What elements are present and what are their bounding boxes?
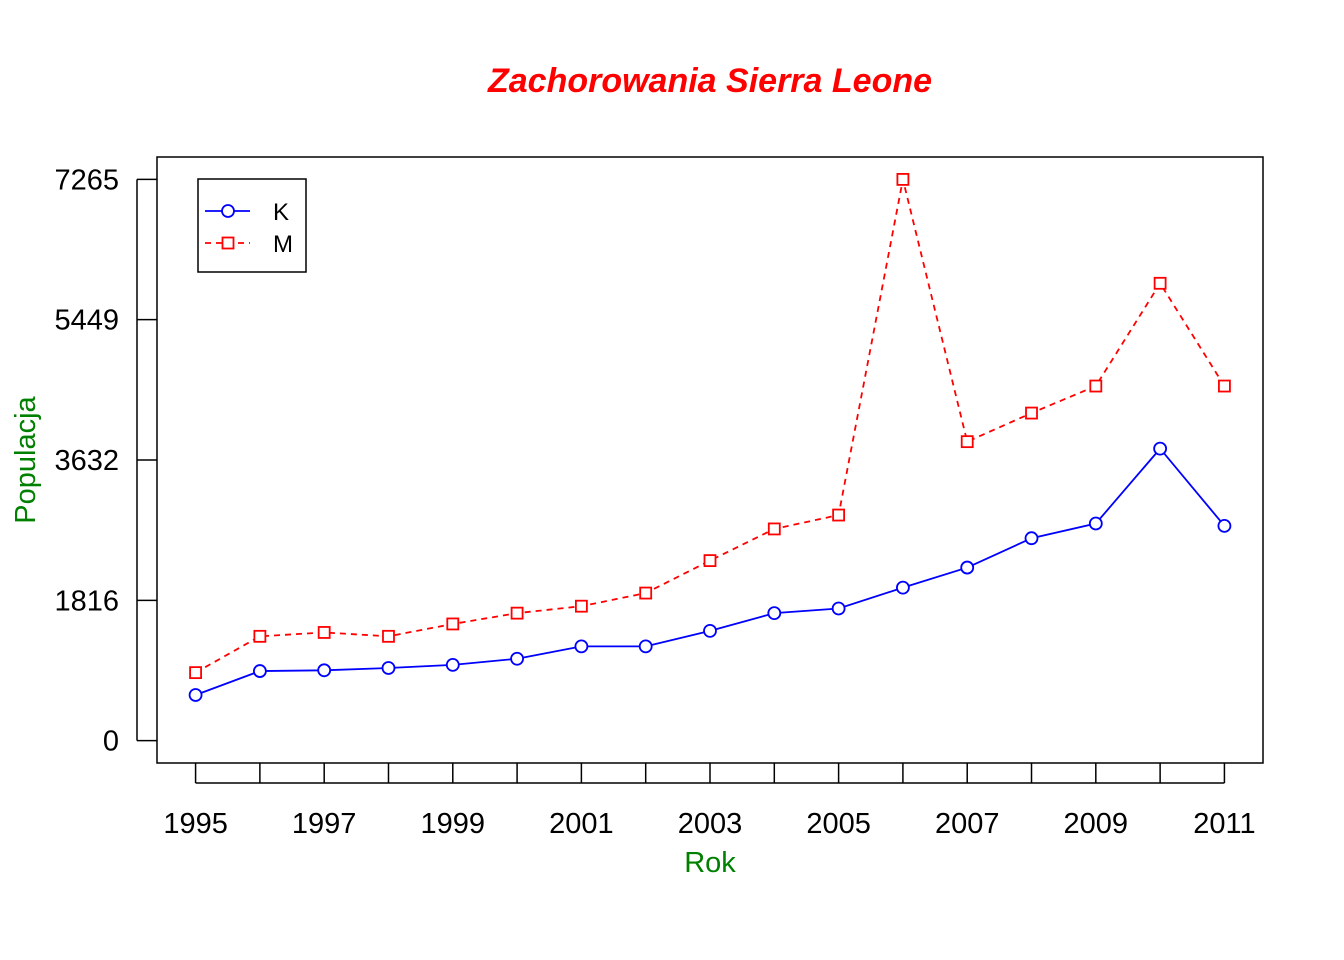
data-point-m <box>253 629 267 643</box>
data-point-k <box>317 663 332 678</box>
data-point-m <box>1025 406 1038 420</box>
data-point-k <box>1024 531 1039 546</box>
data-point-m <box>510 606 524 620</box>
data-point-m <box>896 173 910 186</box>
data-point-k <box>896 580 910 595</box>
data-point-m <box>574 599 588 613</box>
data-point-k <box>510 651 524 666</box>
data-point-m <box>703 554 717 568</box>
y-tick-label: 7265 <box>54 164 119 196</box>
x-tick-label: 2011 <box>1193 808 1255 840</box>
data-point-k <box>574 639 589 654</box>
data-point-m <box>317 626 331 639</box>
data-point-m <box>1153 276 1167 290</box>
data-point-m <box>189 666 202 680</box>
series-line-m <box>195 179 1226 674</box>
data-point-k <box>703 624 717 638</box>
series-m <box>189 173 1231 680</box>
data-point-k <box>1088 516 1103 531</box>
chart-title: Zachorowania Sierra Leone <box>487 62 932 100</box>
x-tick-label: 1999 <box>421 808 486 840</box>
x-tick-label: 1995 <box>163 808 228 840</box>
data-point-m <box>382 629 395 643</box>
data-point-m <box>446 617 460 631</box>
y-axis-label: Populacja <box>10 395 42 523</box>
legend-marker-k <box>221 204 235 218</box>
y-tick-label: 5449 <box>54 305 119 337</box>
y-tick-label: 0 <box>103 726 119 758</box>
data-point-m <box>832 508 846 522</box>
data-point-k <box>638 639 653 654</box>
data-point-k <box>1153 441 1168 456</box>
data-point-k <box>1217 518 1232 533</box>
data-point-k <box>381 661 396 675</box>
data-point-k <box>188 688 203 702</box>
x-tick-label: 2009 <box>1064 808 1129 840</box>
x-tick-label: 2007 <box>935 808 1000 840</box>
x-axis-label: Rok <box>684 847 736 879</box>
x-tick-label: 1997 <box>292 808 357 840</box>
series-k <box>188 441 1232 702</box>
legend-box <box>197 178 307 273</box>
data-point-m <box>960 435 974 449</box>
series-line-k <box>195 447 1226 696</box>
series-layer <box>188 173 1232 702</box>
legend-label-m: M <box>273 231 293 258</box>
x-tick-label: 2005 <box>806 808 871 840</box>
data-point-k <box>960 560 975 575</box>
x-tick-label: 2003 <box>678 808 743 840</box>
data-point-k <box>767 606 782 621</box>
y-axis: 0 1816 3632 5449 7265 <box>54 164 157 758</box>
x-axis: 1995 1997 1999 2001 2003 2005 2007 2009 2011 <box>163 763 1256 840</box>
data-point-k <box>252 664 267 678</box>
legend-marker-m <box>221 236 235 250</box>
data-point-m <box>1089 379 1103 393</box>
y-tick-label: 1816 <box>54 585 119 617</box>
legend: KM <box>197 178 307 273</box>
data-point-k <box>831 601 846 616</box>
data-point-m <box>639 586 653 600</box>
x-tick-label: 2001 <box>549 808 614 840</box>
data-point-m <box>767 522 781 536</box>
data-point-k <box>445 657 460 672</box>
data-point-m <box>1218 379 1231 393</box>
legend-label-k: K <box>273 199 289 226</box>
y-tick-label: 3632 <box>54 445 119 477</box>
